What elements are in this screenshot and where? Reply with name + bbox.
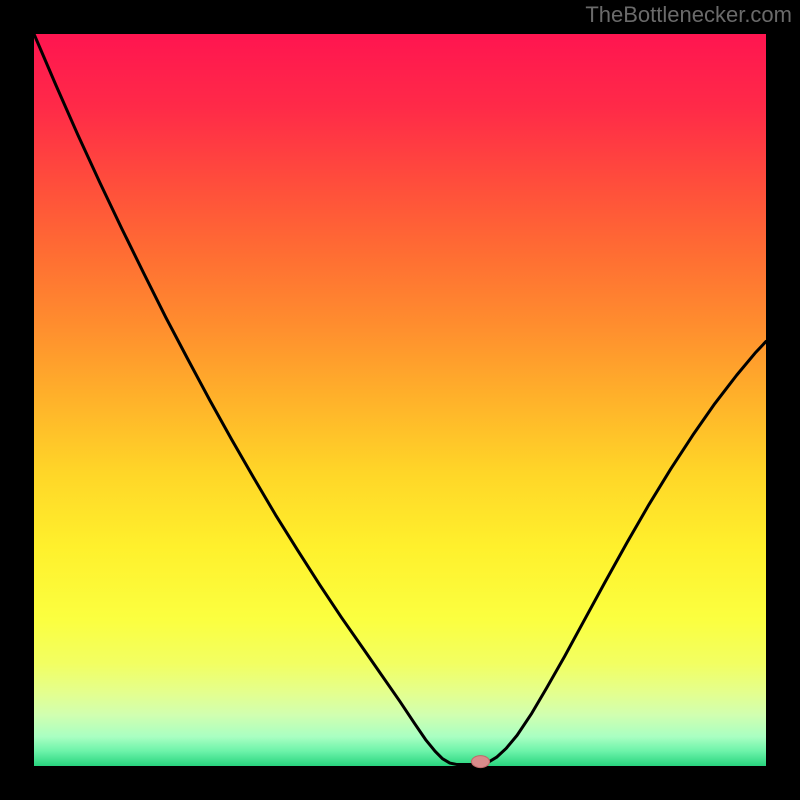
optimal-point-marker bbox=[472, 756, 490, 768]
chart-container: TheBottlenecker.com bbox=[0, 0, 800, 800]
bottleneck-chart bbox=[0, 0, 800, 800]
watermark-text: TheBottlenecker.com bbox=[585, 2, 792, 28]
plot-area bbox=[34, 34, 766, 766]
